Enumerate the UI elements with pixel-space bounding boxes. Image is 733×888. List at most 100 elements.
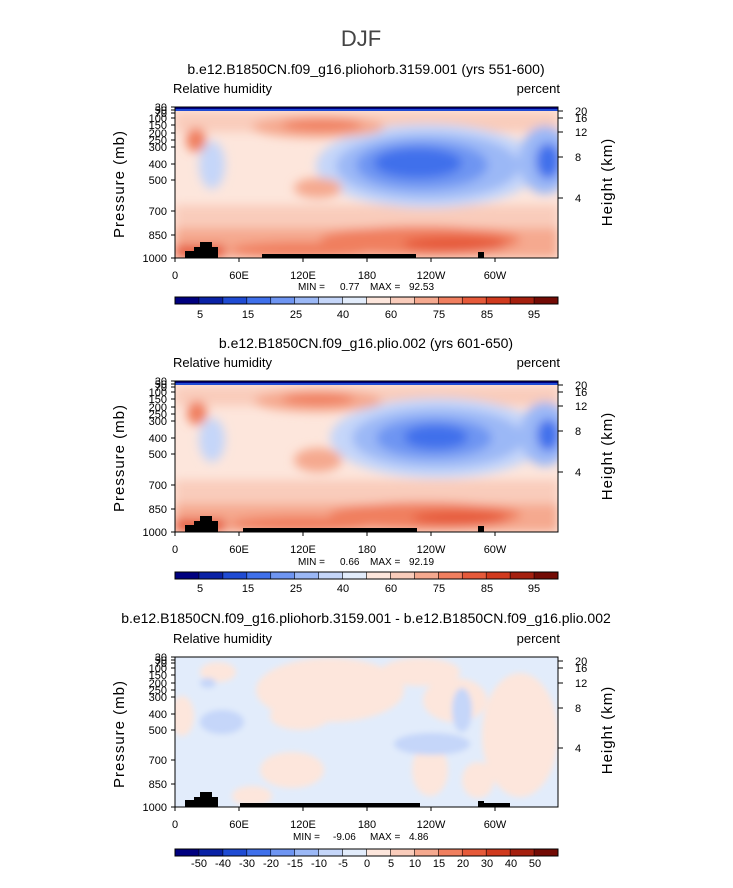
x-tick-label: 60E [229, 544, 249, 556]
panel-1: b.e12.B1850CN.f09_g16.pliohorb.3159.001 … [111, 61, 616, 321]
x-tick-label: 60W [484, 270, 507, 282]
top-dry-band [175, 107, 558, 110]
max-value: 92.53 [409, 282, 434, 293]
colorbar-label: 30 [481, 858, 493, 870]
colorbar-swatch [318, 297, 343, 304]
colorbar-swatch [294, 297, 319, 304]
min-value: -9.06 [333, 832, 356, 843]
y-tick-label: 700 [149, 206, 167, 218]
x-tick-label: 120E [290, 544, 316, 556]
positive-region [200, 662, 236, 682]
panel-1-right-label: percent [517, 81, 561, 96]
panel-2-right-label: percent [517, 355, 561, 370]
colorbar-swatch [198, 297, 224, 304]
y2-axis-title: Height (km) [599, 412, 616, 501]
colorbar-label: 60 [385, 309, 397, 321]
moist-upper-jet-core [282, 393, 354, 405]
colorbar-swatch [438, 572, 463, 579]
x-ticks [174, 532, 496, 536]
x-tick-label: 120W [417, 544, 446, 556]
colorbar-label: -15 [287, 858, 303, 870]
y-tick-label: 300 [149, 692, 167, 704]
colorbar-swatch [390, 572, 415, 579]
colorbar-swatch [438, 297, 463, 304]
colorbar-swatch [462, 849, 487, 856]
colorbar-label: 75 [433, 583, 445, 595]
colorbar-swatch [222, 297, 248, 304]
y-tick-label: 100 [149, 663, 167, 675]
colorbar-swatch [414, 849, 439, 856]
y-tick-label: 700 [149, 480, 167, 492]
topography [185, 242, 484, 258]
colorbar-label: 75 [433, 309, 445, 321]
y-tick-label: 150 [149, 394, 167, 406]
panel-3: b.e12.B1850CN.f09_g16.pliohorb.3159.001 … [111, 610, 616, 870]
max-label: MAX = [370, 557, 400, 568]
panel-1-left-label: Relative humidity [173, 81, 272, 96]
y-tick-label: 70 [155, 382, 167, 394]
dry-region-atlantic-core [536, 143, 558, 179]
colorbar-swatch [414, 297, 439, 304]
positive-region [412, 744, 448, 796]
y-tick-label: 250 [149, 135, 167, 147]
colorbar-label: 25 [290, 309, 302, 321]
colorbar-swatch [486, 849, 511, 856]
colorbar-label: 40 [505, 858, 517, 870]
y2-axis-title: Height (km) [599, 686, 616, 775]
negative-region [394, 733, 470, 755]
x-tick-label: 120E [290, 819, 316, 831]
x-tick-label: 60W [484, 819, 507, 831]
colorbar-label: 85 [481, 583, 493, 595]
positive-region [232, 786, 272, 806]
x-tick-label: 60W [484, 544, 507, 556]
y-tick-label: 850 [149, 230, 167, 242]
y-ticks [171, 656, 175, 808]
colorbar-label: 95 [528, 309, 540, 321]
colorbar-swatch [198, 572, 224, 579]
colorbar-label: -30 [239, 858, 255, 870]
colorbar-swatch [222, 572, 248, 579]
colorbar-label: 40 [337, 309, 349, 321]
y-ticks [171, 106, 175, 259]
topography [185, 792, 510, 807]
y-tick-label: 300 [149, 142, 167, 154]
y-tick-label: 250 [149, 409, 167, 421]
colorbar-swatch [390, 849, 415, 856]
x-tick-label: 120W [417, 819, 446, 831]
x-tick-label: 60E [229, 819, 249, 831]
x-tick-label: 0 [172, 544, 178, 556]
positive-region [482, 673, 558, 797]
colorbar-label: 50 [529, 858, 541, 870]
moist-upper-jet-core [282, 119, 362, 131]
y-tick-label: 70 [155, 658, 167, 670]
negative-region [452, 688, 472, 732]
x-ticks [174, 807, 496, 811]
colorbar-swatch [270, 297, 295, 304]
y-tick-label: 250 [149, 685, 167, 697]
y-tick-label: 30 [155, 376, 167, 388]
colorbar-swatch [510, 572, 535, 579]
min-label: MIN = [298, 282, 325, 293]
colorbar-swatch [462, 572, 487, 579]
y2-tick-label: 20 [575, 106, 587, 118]
colorbar-label: -20 [263, 858, 279, 870]
colorbar-swatch [534, 849, 559, 856]
negative-region [200, 710, 244, 734]
y-tick-label: 50 [155, 655, 167, 667]
y2-tick-label: 20 [575, 380, 587, 392]
y2-ticks [558, 660, 563, 749]
moist-column-africa [186, 128, 206, 152]
colorbar-swatch [270, 849, 295, 856]
colorbar-label: 5 [197, 583, 203, 595]
max-value: 92.19 [409, 557, 434, 568]
colorbar-frame [174, 571, 559, 580]
moist-boundary-layer-core [403, 236, 507, 252]
colorbar [174, 296, 559, 305]
colorbar-swatch [510, 849, 535, 856]
y-tick-label: 850 [149, 504, 167, 516]
colorbar-swatch [390, 297, 415, 304]
top-dry-band [175, 381, 558, 384]
moist-column-africa [187, 401, 207, 425]
y-tick-label: 400 [149, 433, 167, 445]
